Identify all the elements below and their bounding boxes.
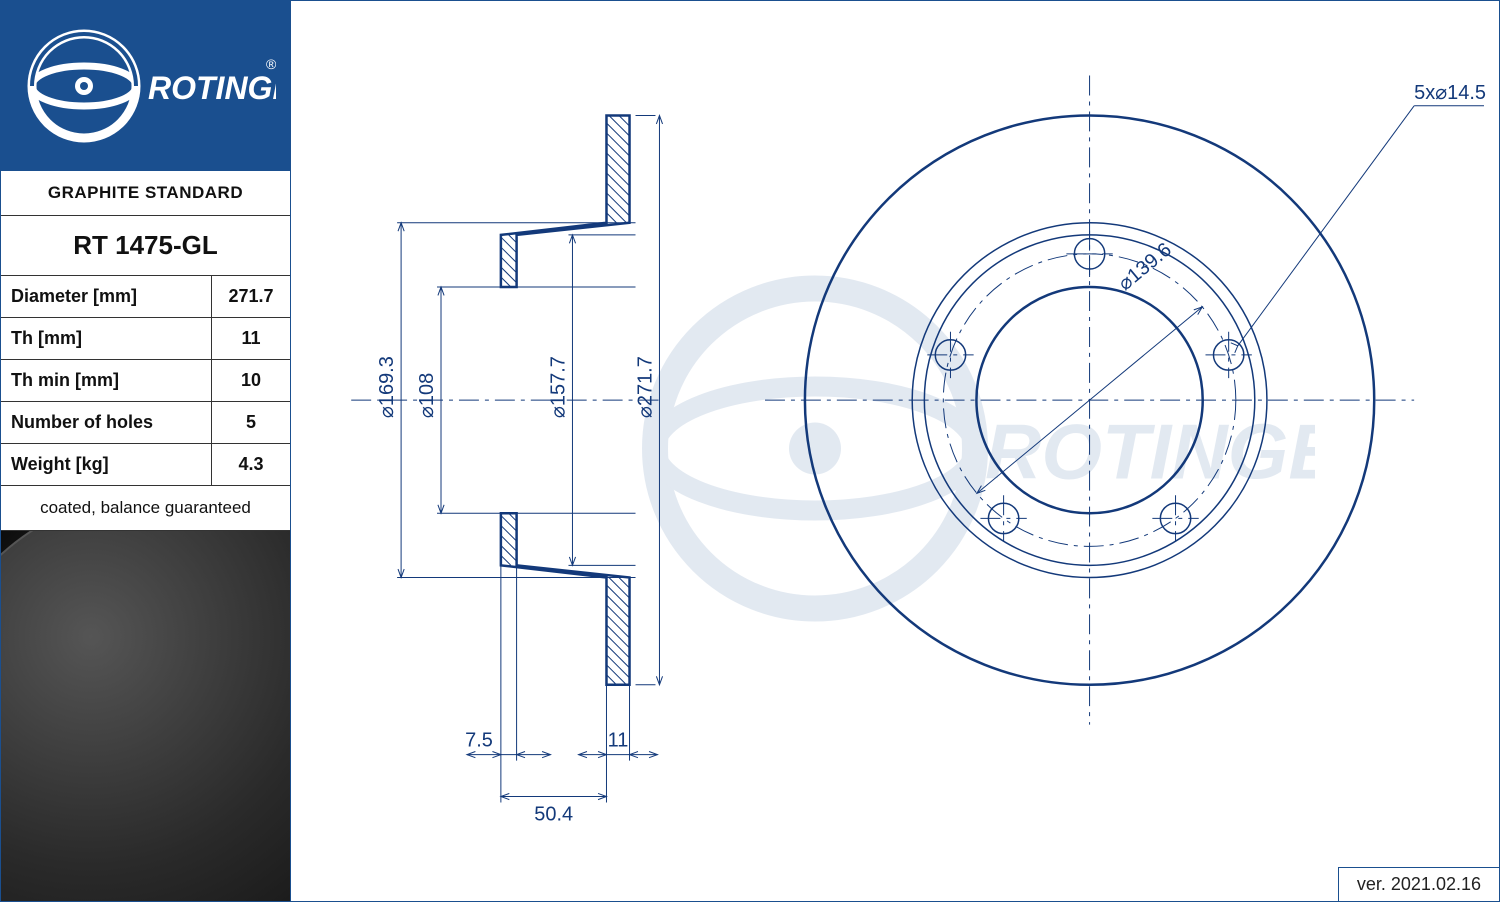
spec-note: coated, balance guaranteed <box>1 486 290 531</box>
svg-text:11: 11 <box>608 730 629 752</box>
spec-label: Th min [mm] <box>1 360 212 401</box>
spec-row-weight: Weight [kg] 4.3 <box>1 444 290 486</box>
spec-label: Th [mm] <box>1 318 212 359</box>
svg-text:⌀157.7: ⌀157.7 <box>547 356 569 418</box>
spec-sidebar: ROTINGER ® GRAPHITE STANDARD RT 1475-GL … <box>1 1 291 901</box>
spec-value: 4.3 <box>212 444 290 485</box>
spec-value: 11 <box>212 318 290 359</box>
svg-text:7.5: 7.5 <box>465 730 493 752</box>
svg-text:⌀271.7: ⌀271.7 <box>634 356 656 418</box>
spec-label: Number of holes <box>1 402 212 443</box>
part-number: RT 1475-GL <box>1 216 290 276</box>
brand-logo: ROTINGER ® <box>1 1 290 171</box>
spec-row-th: Th [mm] 11 <box>1 318 290 360</box>
spec-value: 10 <box>212 360 290 401</box>
spec-header: GRAPHITE STANDARD <box>1 171 290 216</box>
spec-label: Diameter [mm] <box>1 276 212 317</box>
spec-row-thmin: Th min [mm] 10 <box>1 360 290 402</box>
svg-text:50.4: 50.4 <box>534 803 573 825</box>
spec-row-diameter: Diameter [mm] 271.7 <box>1 276 290 318</box>
brand-text: ROTINGER <box>148 70 276 106</box>
spec-value: 5 <box>212 402 290 443</box>
svg-text:®: ® <box>266 56 276 72</box>
technical-drawing: ROTINGER ⌀169.3⌀108⌀157.7⌀271.77.51150.4… <box>291 1 1499 901</box>
svg-text:⌀139.6: ⌀139.6 <box>1114 239 1176 295</box>
svg-text:5x⌀14.5: 5x⌀14.5 <box>1414 82 1486 104</box>
version-label: ver. 2021.02.16 <box>1338 867 1499 901</box>
spec-value: 271.7 <box>212 276 290 317</box>
svg-text:⌀108: ⌀108 <box>416 373 438 418</box>
product-photo <box>1 531 290 901</box>
spec-row-holes: Number of holes 5 <box>1 402 290 444</box>
svg-text:⌀169.3: ⌀169.3 <box>376 356 398 418</box>
spec-label: Weight [kg] <box>1 444 212 485</box>
